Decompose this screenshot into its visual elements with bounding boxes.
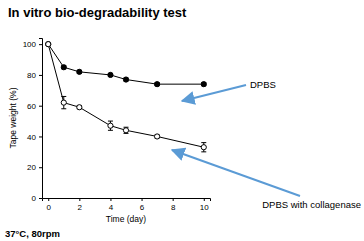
plot-area — [46, 42, 207, 152]
series-line — [48, 44, 204, 84]
x-tick-label: 2 — [78, 203, 83, 212]
marker — [108, 72, 113, 77]
error-bar-cap — [201, 151, 206, 152]
y-tick-mark — [39, 136, 42, 137]
x-tick: 4 — [109, 198, 114, 212]
x-tick-label: 4 — [109, 203, 114, 212]
x-tick: 2 — [78, 198, 83, 212]
y-axis-line — [39, 39, 43, 199]
x-tick-mark — [110, 198, 111, 201]
chart: In vitro bio-degradability test024681002… — [0, 0, 364, 241]
error-bar-cap — [108, 121, 113, 122]
error-bar — [108, 121, 113, 130]
y-tick: 100 — [23, 40, 42, 49]
y-tick-mark — [39, 106, 42, 107]
y-tick-label: 80 — [27, 71, 36, 80]
x-tick-label: 10 — [200, 203, 209, 212]
y-tick-mark — [39, 198, 42, 199]
marker — [61, 65, 66, 70]
series-line — [48, 44, 204, 147]
y-tick-label: 40 — [27, 133, 36, 142]
marker — [77, 105, 82, 110]
y-tick-mark — [39, 75, 42, 76]
x-tick: 8 — [171, 198, 176, 212]
x-tick: 0 — [46, 198, 51, 212]
marker — [155, 134, 160, 139]
marker — [46, 42, 51, 47]
error-bar-cap — [61, 108, 66, 109]
x-tick-mark — [173, 198, 174, 201]
error-bar-cap — [108, 130, 113, 131]
marker — [201, 82, 206, 87]
error-bar — [61, 96, 66, 108]
y-tick: 0 — [32, 194, 42, 203]
x-tick-label: 0 — [46, 203, 51, 212]
x-tick-mark — [142, 198, 143, 201]
marker — [77, 69, 82, 74]
annotation: 37°C, 80rpm — [5, 228, 60, 239]
x-tick: 10 — [200, 198, 209, 212]
y-axis-title: Tape weight (%) — [8, 87, 18, 148]
annotation: DPBS with collagenase — [262, 199, 361, 210]
error-bar — [201, 143, 206, 152]
x-tick-label: 6 — [140, 203, 145, 212]
y-tick-label: 100 — [23, 40, 37, 49]
marker — [155, 82, 160, 87]
y-tick-mark — [39, 44, 42, 45]
y-tick: 40 — [27, 133, 42, 142]
y-tick-label: 60 — [27, 102, 36, 111]
x-axis-title: Time (day) — [106, 214, 146, 224]
annotation: DPBS — [250, 79, 276, 90]
marker — [108, 123, 113, 128]
x-tick-label: 8 — [171, 203, 176, 212]
y-tick-label: 20 — [27, 163, 36, 172]
marker — [123, 77, 128, 82]
annotation-arrow — [172, 150, 300, 196]
x-axis: 0 2 4 6 8 10 — [43, 198, 211, 212]
y-tick-label: 0 — [32, 194, 37, 203]
marker — [123, 128, 128, 133]
y-tick-mark — [39, 167, 42, 168]
y-tick: 60 — [27, 102, 42, 111]
title: In vitro bio-degradability test — [8, 5, 187, 20]
x-tick-mark — [79, 198, 80, 201]
marker — [61, 100, 66, 105]
x-tick: 6 — [140, 198, 145, 212]
x-axis-line — [43, 199, 211, 202]
y-tick: 80 — [27, 71, 42, 80]
error-bar-cap — [201, 142, 206, 143]
marker — [46, 42, 51, 47]
x-tick-mark — [204, 198, 205, 201]
error-bar-cap — [61, 96, 66, 97]
y-axis: 0 20 40 60 80 100 — [23, 39, 43, 204]
x-tick-mark — [48, 198, 49, 201]
annotation-arrow — [182, 85, 246, 101]
y-tick: 20 — [27, 163, 42, 172]
marker — [201, 145, 206, 150]
error-bar — [124, 127, 129, 133]
